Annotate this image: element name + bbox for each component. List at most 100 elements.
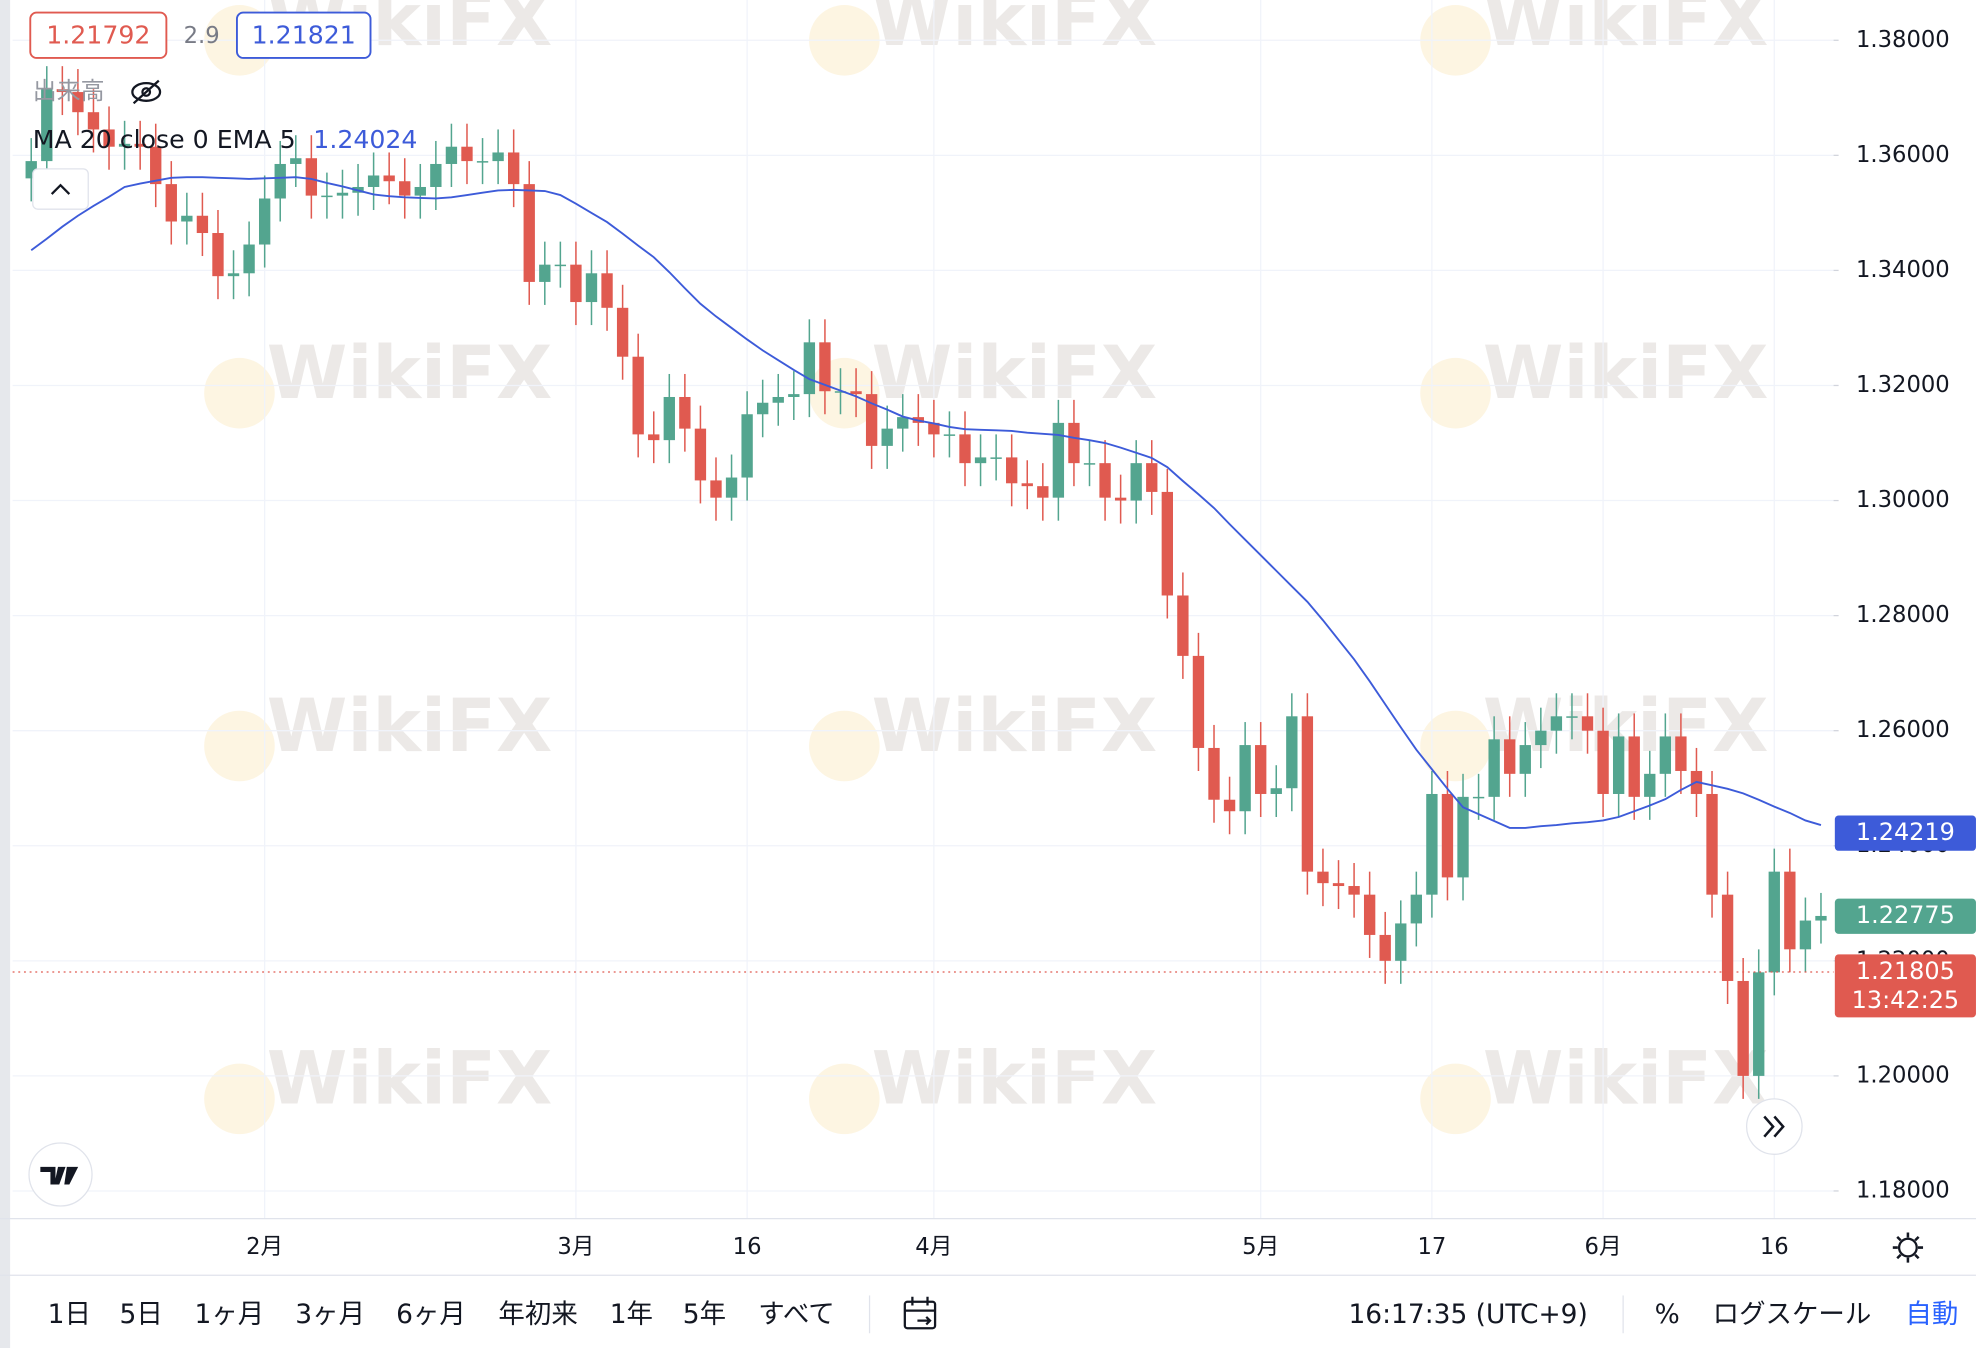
- candle-body: [601, 273, 613, 308]
- candle-body: [1301, 716, 1314, 872]
- candle-body: [305, 158, 318, 196]
- candle-body: [461, 146, 473, 162]
- candle-body: [850, 391, 862, 395]
- candle-body: [1410, 894, 1423, 924]
- range-button[interactable]: 年初来: [498, 1299, 577, 1330]
- ma-legend-name: MA 20 close 0 EMA 5: [33, 125, 296, 154]
- y-tick-label: 1.20000: [1856, 1062, 1950, 1088]
- x-tick-label: 16: [1760, 1234, 1789, 1260]
- eye-hidden-icon[interactable]: [131, 79, 162, 105]
- candle-body: [1037, 486, 1049, 498]
- candle-body: [1068, 422, 1080, 464]
- candle-body: [492, 152, 504, 162]
- candle-body: [1815, 915, 1827, 921]
- candle-body: [554, 264, 567, 267]
- y-tick-label: 1.32000: [1856, 372, 1950, 398]
- candle-body: [710, 480, 722, 498]
- candle-body: [1504, 739, 1516, 774]
- candle-body: [1348, 886, 1360, 895]
- candle-body: [694, 428, 707, 481]
- candle-body: [819, 342, 831, 392]
- range-button[interactable]: 1ヶ月: [195, 1299, 265, 1330]
- range-button[interactable]: 1年: [610, 1299, 653, 1330]
- candle-body: [1161, 491, 1173, 596]
- collapse-chevron: [50, 183, 71, 195]
- collapse-button[interactable]: [32, 168, 89, 210]
- left-border: [0, 0, 11, 1348]
- candle-body: [1768, 871, 1780, 973]
- candle-body: [1721, 894, 1734, 981]
- watermark-logo: [1420, 1063, 1491, 1135]
- settings-icon[interactable]: [1892, 1232, 1924, 1263]
- spread: 2.9: [184, 23, 220, 49]
- candle-body: [1363, 894, 1376, 935]
- x-tick-label: 17: [1417, 1234, 1446, 1260]
- range-button[interactable]: 1日: [48, 1299, 91, 1330]
- candle-body: [1255, 745, 1267, 794]
- watermark-layer: WikiFX WikiFX WikiFX WikiFX WikiFX WikiFX Wiki…: [204, 0, 1768, 1135]
- tv-logo-mark: [40, 1166, 79, 1185]
- candle-body: [928, 422, 940, 435]
- x-axis: 2月 3月 16 4月 5月 17 6月 16: [246, 1234, 1789, 1260]
- y-tick-label: 1.36000: [1856, 142, 1950, 168]
- calendar-detail: [904, 1296, 936, 1326]
- log-scale-toggle[interactable]: ログスケール: [1713, 1299, 1872, 1330]
- candle-body: [1286, 716, 1298, 789]
- date-range-icon[interactable]: [903, 1296, 937, 1330]
- bid-box[interactable]: [29, 11, 168, 59]
- candle-body: [632, 356, 644, 435]
- watermark: WikiFX: [872, 331, 1158, 416]
- candle-body: [103, 129, 115, 147]
- range-button[interactable]: 5日: [120, 1299, 163, 1330]
- candle-body: [56, 89, 69, 93]
- price-badge-label: 1.21805: [1856, 957, 1955, 985]
- candle-body: [1177, 595, 1189, 656]
- price-badge: [1834, 954, 1976, 1018]
- percent-toggle[interactable]: %: [1655, 1299, 1680, 1330]
- candle-body: [1052, 422, 1065, 498]
- watermark-logo: [1420, 357, 1491, 429]
- candle-body: [1628, 736, 1640, 797]
- candle-body: [1597, 730, 1609, 794]
- price-badge: [1834, 898, 1976, 934]
- candle-body: [72, 92, 84, 113]
- calendar-frame: [903, 1300, 937, 1330]
- range-button[interactable]: すべて: [758, 1299, 834, 1330]
- candle-body: [757, 402, 769, 415]
- volume-label: 出来高: [33, 77, 105, 105]
- ma-line: [30, 176, 1822, 829]
- ask-price: 1.21821: [252, 21, 356, 50]
- candle-body: [25, 161, 37, 179]
- ask-box[interactable]: [235, 11, 372, 59]
- scroll-icon: [1763, 1115, 1785, 1138]
- candle-body: [1659, 736, 1672, 774]
- toolbar: 16:17:35 (UTC+9) % ログスケール 自動 1日 5日 1ヶ月 3ヶ月 6…: [48, 1295, 1958, 1334]
- candle-body: [1535, 730, 1547, 746]
- watermark-logo: [204, 710, 275, 782]
- candle-body: [336, 192, 349, 196]
- auto-scale-toggle[interactable]: 自動: [1905, 1299, 1958, 1330]
- range-button[interactable]: 6ヶ月: [396, 1299, 466, 1330]
- candle-body: [118, 143, 131, 147]
- candle-body: [1223, 799, 1236, 812]
- watermark: WikiFX: [267, 684, 553, 769]
- watermark: WikiFX: [872, 684, 1158, 769]
- candle-body: [990, 457, 1002, 459]
- candle-body: [772, 396, 784, 403]
- range-button[interactable]: 5年: [683, 1299, 726, 1330]
- candle-body: [181, 215, 193, 222]
- watermark-logo: [204, 357, 275, 429]
- x-tick-label: 16: [733, 1234, 762, 1260]
- y-tick-label: 1.18000: [1856, 1177, 1950, 1203]
- watermark-logo: [809, 1063, 880, 1135]
- candle-body: [274, 163, 286, 199]
- candle-body: [725, 477, 738, 498]
- candle-body: [1488, 739, 1500, 797]
- range-button[interactable]: 3ヶ月: [295, 1299, 365, 1330]
- candle-body: [41, 89, 53, 162]
- candle-body: [570, 264, 582, 303]
- candle-body: [881, 428, 893, 446]
- candle-body: [1566, 716, 1578, 718]
